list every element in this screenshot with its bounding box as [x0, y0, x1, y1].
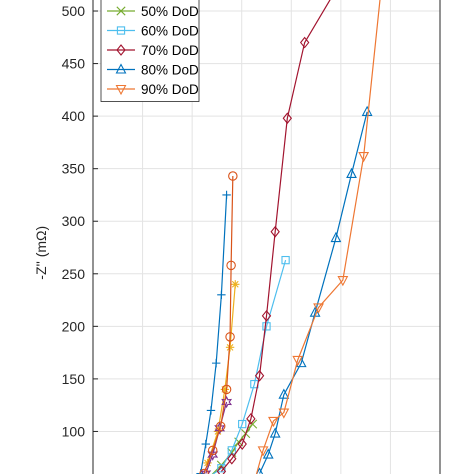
- data-point: [116, 44, 126, 56]
- data-point: [361, 105, 373, 116]
- series-line: [220, 0, 331, 472]
- data-point: [201, 439, 210, 449]
- data-point: [282, 112, 293, 125]
- legend-label: 60% DoD: [141, 24, 199, 39]
- data-point: [213, 427, 223, 436]
- data-point: [358, 152, 370, 163]
- data-point: [116, 6, 126, 16]
- data-point: [207, 445, 218, 456]
- legend-entry: 90% DoD: [107, 82, 199, 97]
- y-tick-label: 250: [62, 266, 86, 282]
- series-line: [212, 259, 287, 474]
- data-point: [217, 464, 226, 473]
- legend-label: 90% DoD: [141, 82, 199, 97]
- y-tick-label: 500: [62, 3, 86, 19]
- data-point: [262, 448, 274, 459]
- data-point: [227, 452, 237, 465]
- series-80-dod: [256, 105, 373, 474]
- data-point: [237, 438, 247, 450]
- data-point: [346, 167, 357, 178]
- series-unlabeled-0: [196, 190, 231, 474]
- data-point: [115, 63, 127, 74]
- data-point: [231, 280, 240, 289]
- data-point: [292, 355, 304, 367]
- data-point: [116, 26, 126, 35]
- y-axis-label: -Z'' (mΩ): [33, 226, 49, 280]
- data-point: [222, 190, 231, 200]
- data-point: [268, 416, 279, 428]
- legend-entry: 50% DoD: [107, 4, 199, 19]
- legend-entry: 80% DoD: [107, 63, 199, 78]
- data-point: [269, 427, 281, 438]
- data-point: [278, 408, 290, 419]
- series-line: [259, 111, 368, 474]
- series-90-dod: [255, 0, 381, 474]
- data-point: [330, 231, 342, 243]
- y-tick-label: 300: [62, 213, 86, 229]
- legend-label: 80% DoD: [141, 63, 199, 78]
- series-line: [199, 194, 228, 474]
- data-point: [238, 419, 247, 429]
- legend: 50% DoD 60% DoD 70% DoD 80% DoD 90% DoD: [100, 0, 200, 102]
- data-point: [226, 260, 236, 271]
- data-point: [262, 322, 271, 331]
- series-60-dod: [212, 255, 290, 474]
- legend-entry: 70% DoD: [107, 43, 199, 58]
- data-point: [225, 343, 235, 352]
- data-point: [216, 465, 227, 474]
- y-tick-label: 400: [62, 108, 86, 124]
- data-point: [228, 171, 238, 181]
- data-point: [215, 421, 226, 431]
- data-series: [196, 0, 381, 474]
- data-point: [221, 395, 233, 409]
- series-70-dod: [216, 0, 331, 474]
- data-point: [257, 446, 269, 457]
- data-point: [270, 225, 280, 238]
- series-line: [203, 176, 234, 474]
- data-point: [217, 290, 226, 300]
- legend-label: 50% DoD: [141, 4, 199, 19]
- data-point: [221, 384, 232, 395]
- data-point: [206, 406, 216, 415]
- data-point: [313, 303, 324, 314]
- data-point: [261, 309, 272, 322]
- data-point: [225, 332, 235, 342]
- data-point: [299, 36, 310, 49]
- y-tick-label: 100: [62, 423, 86, 439]
- data-point: [200, 467, 212, 474]
- data-point: [281, 255, 290, 265]
- data-point: [337, 276, 349, 287]
- y-tick-label: 200: [62, 318, 86, 334]
- data-point: [220, 385, 230, 394]
- data-point: [199, 468, 209, 474]
- data-point: [278, 388, 290, 399]
- series-line: [206, 284, 236, 464]
- y-tick-label: 150: [62, 371, 86, 387]
- y-tick-label: 350: [62, 161, 86, 177]
- data-point: [115, 84, 127, 96]
- series-unlabeled-3: [199, 171, 238, 474]
- axes: 100 150 200 250 300 350 400 450 500: [62, 0, 441, 474]
- data-point: [254, 369, 265, 382]
- legend-label: 70% DoD: [141, 43, 199, 58]
- data-point: [246, 412, 256, 425]
- data-point: [214, 422, 226, 435]
- y-tick-label: 450: [62, 56, 86, 72]
- legend-entry: 60% DoD: [107, 24, 199, 39]
- series-line: [255, 0, 381, 474]
- series-unlabeled-1: [203, 280, 240, 468]
- data-point: [211, 358, 221, 368]
